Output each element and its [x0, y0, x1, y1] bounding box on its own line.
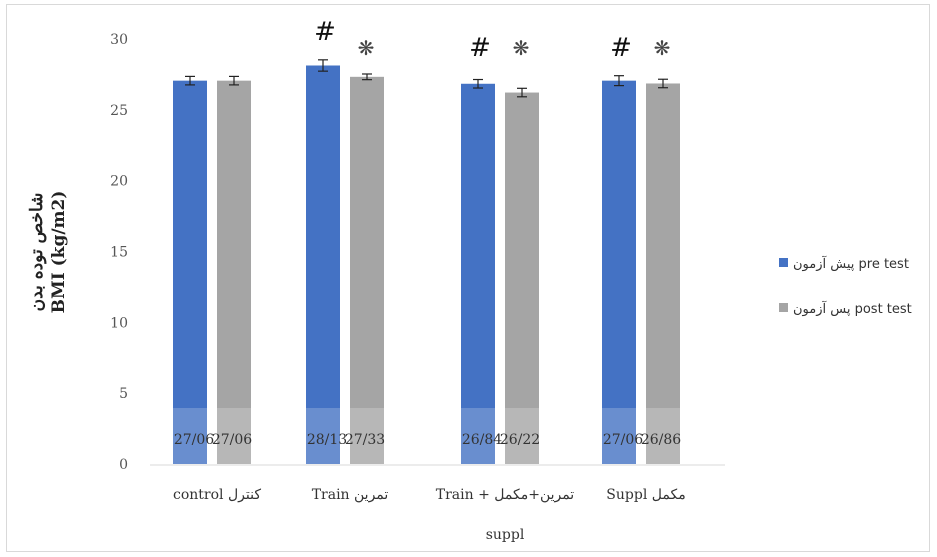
data-label-pre: 27/06: [174, 432, 214, 448]
y-tick-label: 20: [110, 174, 128, 190]
data-label-post: 27/33: [345, 432, 385, 448]
category-label: control کنترل: [173, 487, 261, 503]
legend-swatch-pre: [779, 258, 788, 267]
legend-swatch-post: [779, 303, 788, 312]
data-label-pre: 27/06: [603, 432, 643, 448]
y-tick-label: 5: [119, 386, 128, 402]
significance-star: ❋: [654, 36, 671, 60]
bar-post-0: [217, 80, 251, 465]
category-label: Train + تمرین+مکمل: [436, 487, 575, 503]
category-label: Suppl مکمل: [606, 487, 685, 503]
significance-hash: #: [469, 33, 491, 63]
data-label-panel: [459, 408, 541, 464]
data-label-panel: [304, 408, 386, 464]
y-tick-label: 0: [119, 457, 128, 473]
bar-post-2: [505, 92, 539, 465]
data-label-post: 27/06: [212, 432, 252, 448]
data-label-pre: 28/13: [307, 432, 347, 448]
data-label-panel: [171, 408, 253, 464]
bar-post-3: [646, 83, 680, 464]
significance-star: ❋: [358, 36, 375, 60]
y-axis-title: شاخص توده بدن BMI (kg/m2): [27, 191, 69, 314]
bar-pre-3: [602, 80, 636, 465]
legend-label-post: پس آزمون post test: [793, 300, 912, 317]
legend-label-pre: پیش آزمون pre test: [793, 255, 909, 272]
significance-hash: #: [610, 33, 632, 63]
data-label-post: 26/22: [500, 432, 540, 448]
y-tick-label: 30: [110, 32, 128, 48]
significance-hash: #: [314, 17, 336, 47]
data-label-pre: 26/84: [462, 432, 502, 448]
y-axis-title-line1: شاخص توده بدن: [27, 193, 47, 312]
y-tick-label: 10: [110, 315, 128, 331]
y-axis-title-line2: BMI (kg/m2): [49, 191, 69, 314]
bar-pre-0: [173, 80, 207, 465]
bar-pre-1: [306, 65, 340, 464]
data-label-panel: [600, 408, 682, 464]
bar-post-1: [350, 76, 384, 464]
bar-pre-2: [461, 83, 495, 465]
category-label: Train تمرین: [312, 487, 389, 503]
y-tick-label: 15: [110, 245, 128, 261]
category-label-line2: suppl: [486, 527, 525, 543]
significance-star: ❋: [513, 36, 530, 60]
y-tick-label: 25: [110, 103, 128, 119]
data-label-post: 26/86: [641, 432, 681, 448]
